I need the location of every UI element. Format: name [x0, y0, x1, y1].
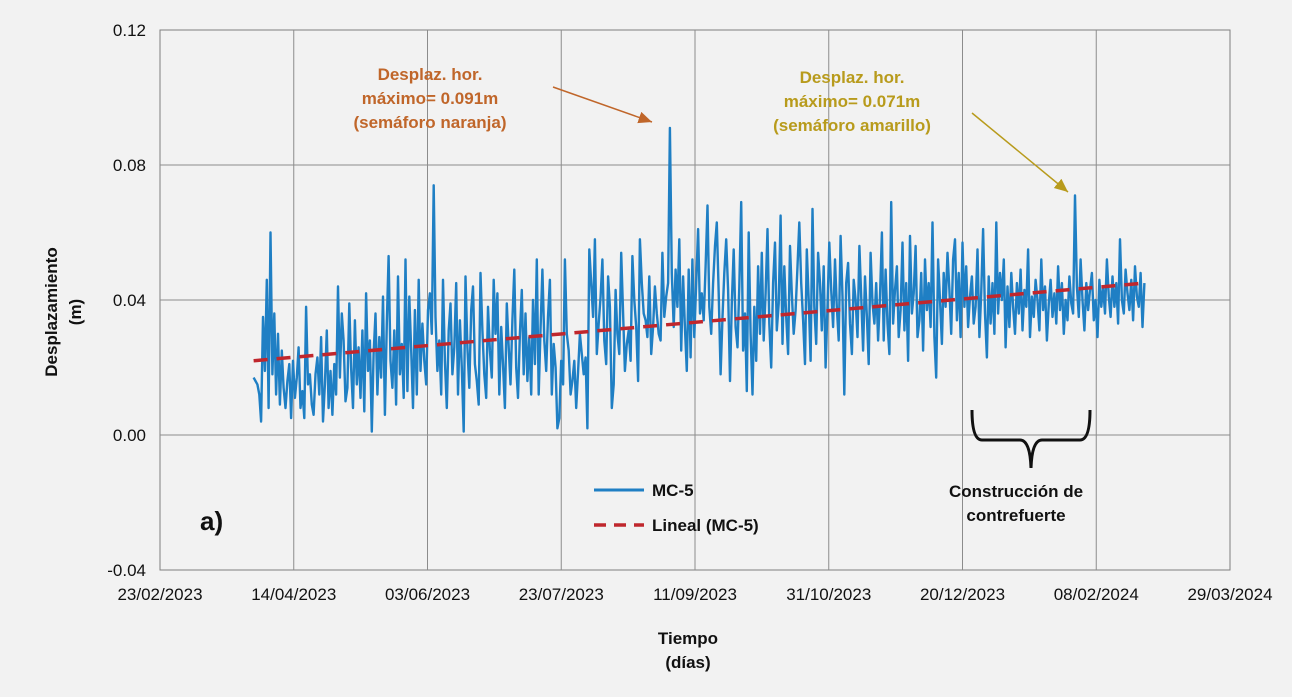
annotation-max-orange: Desplaz. hor. máximo= 0.091m (semáforo n…	[353, 65, 653, 132]
y-tick-label: 0.08	[113, 156, 146, 175]
annotation-gold-line-1: Desplaz. hor.	[800, 68, 905, 87]
x-tick-label: 11/09/2023	[653, 585, 737, 604]
construction-label-line-1: Construcción de	[949, 482, 1083, 501]
y-axis-title-line-2: (m)	[66, 299, 85, 325]
x-tick-label: 23/02/2023	[117, 585, 202, 604]
annotation-orange-line-3: (semáforo naranja)	[353, 113, 506, 132]
y-tick-label: -0.04	[107, 561, 146, 580]
x-tick-label: 23/07/2023	[519, 585, 604, 604]
x-tick-label: 14/04/2023	[251, 585, 336, 604]
trend-line-lineal-mc5	[253, 281, 1145, 363]
annotation-gold-line-2: máximo= 0.071m	[784, 92, 921, 111]
x-tick-label: 20/12/2023	[920, 585, 1005, 604]
x-tick-label: 31/10/2023	[786, 585, 871, 604]
y-axis-title-line-1: Desplazamiento	[42, 247, 61, 376]
panel-label: a)	[200, 506, 223, 536]
annotation-construction: Construcción de contrefuerte	[949, 409, 1092, 525]
x-tick-label: 29/03/2024	[1187, 585, 1272, 604]
construction-label-line-2: contrefuerte	[966, 506, 1065, 525]
y-tick-label: 0.00	[113, 426, 146, 445]
annotation-gold-arrow	[971, 112, 1069, 193]
legend: MC-5 Lineal (MC-5)	[594, 481, 759, 535]
annotation-gold-line-3: (semáforo amarillo)	[773, 116, 931, 135]
annotation-orange-line-1: Desplaz. hor.	[378, 65, 483, 84]
construction-brace	[970, 409, 1092, 469]
x-axis-title-line-2: (días)	[665, 653, 710, 672]
y-axis-ticks: 0.12 0.08 0.04 0.00 -0.04	[107, 21, 146, 580]
legend-label-mc5: MC-5	[652, 481, 694, 500]
y-tick-label: 0.04	[113, 291, 146, 310]
legend-label-lineal: Lineal (MC-5)	[652, 516, 759, 535]
x-axis-ticks: 23/02/2023 14/04/2023 03/06/2023 23/07/2023…	[117, 585, 1272, 604]
annotation-orange-line-2: máximo= 0.091m	[362, 89, 499, 108]
annotation-orange-arrow	[552, 86, 653, 124]
x-tick-label: 08/02/2024	[1054, 585, 1139, 604]
y-tick-label: 0.12	[113, 21, 146, 40]
annotation-max-gold: Desplaz. hor. máximo= 0.071m (semáforo a…	[773, 68, 1069, 193]
series-line-mc5	[252, 126, 1146, 433]
x-tick-label: 03/06/2023	[385, 585, 470, 604]
x-axis-title-line-1: Tiempo	[658, 629, 718, 648]
